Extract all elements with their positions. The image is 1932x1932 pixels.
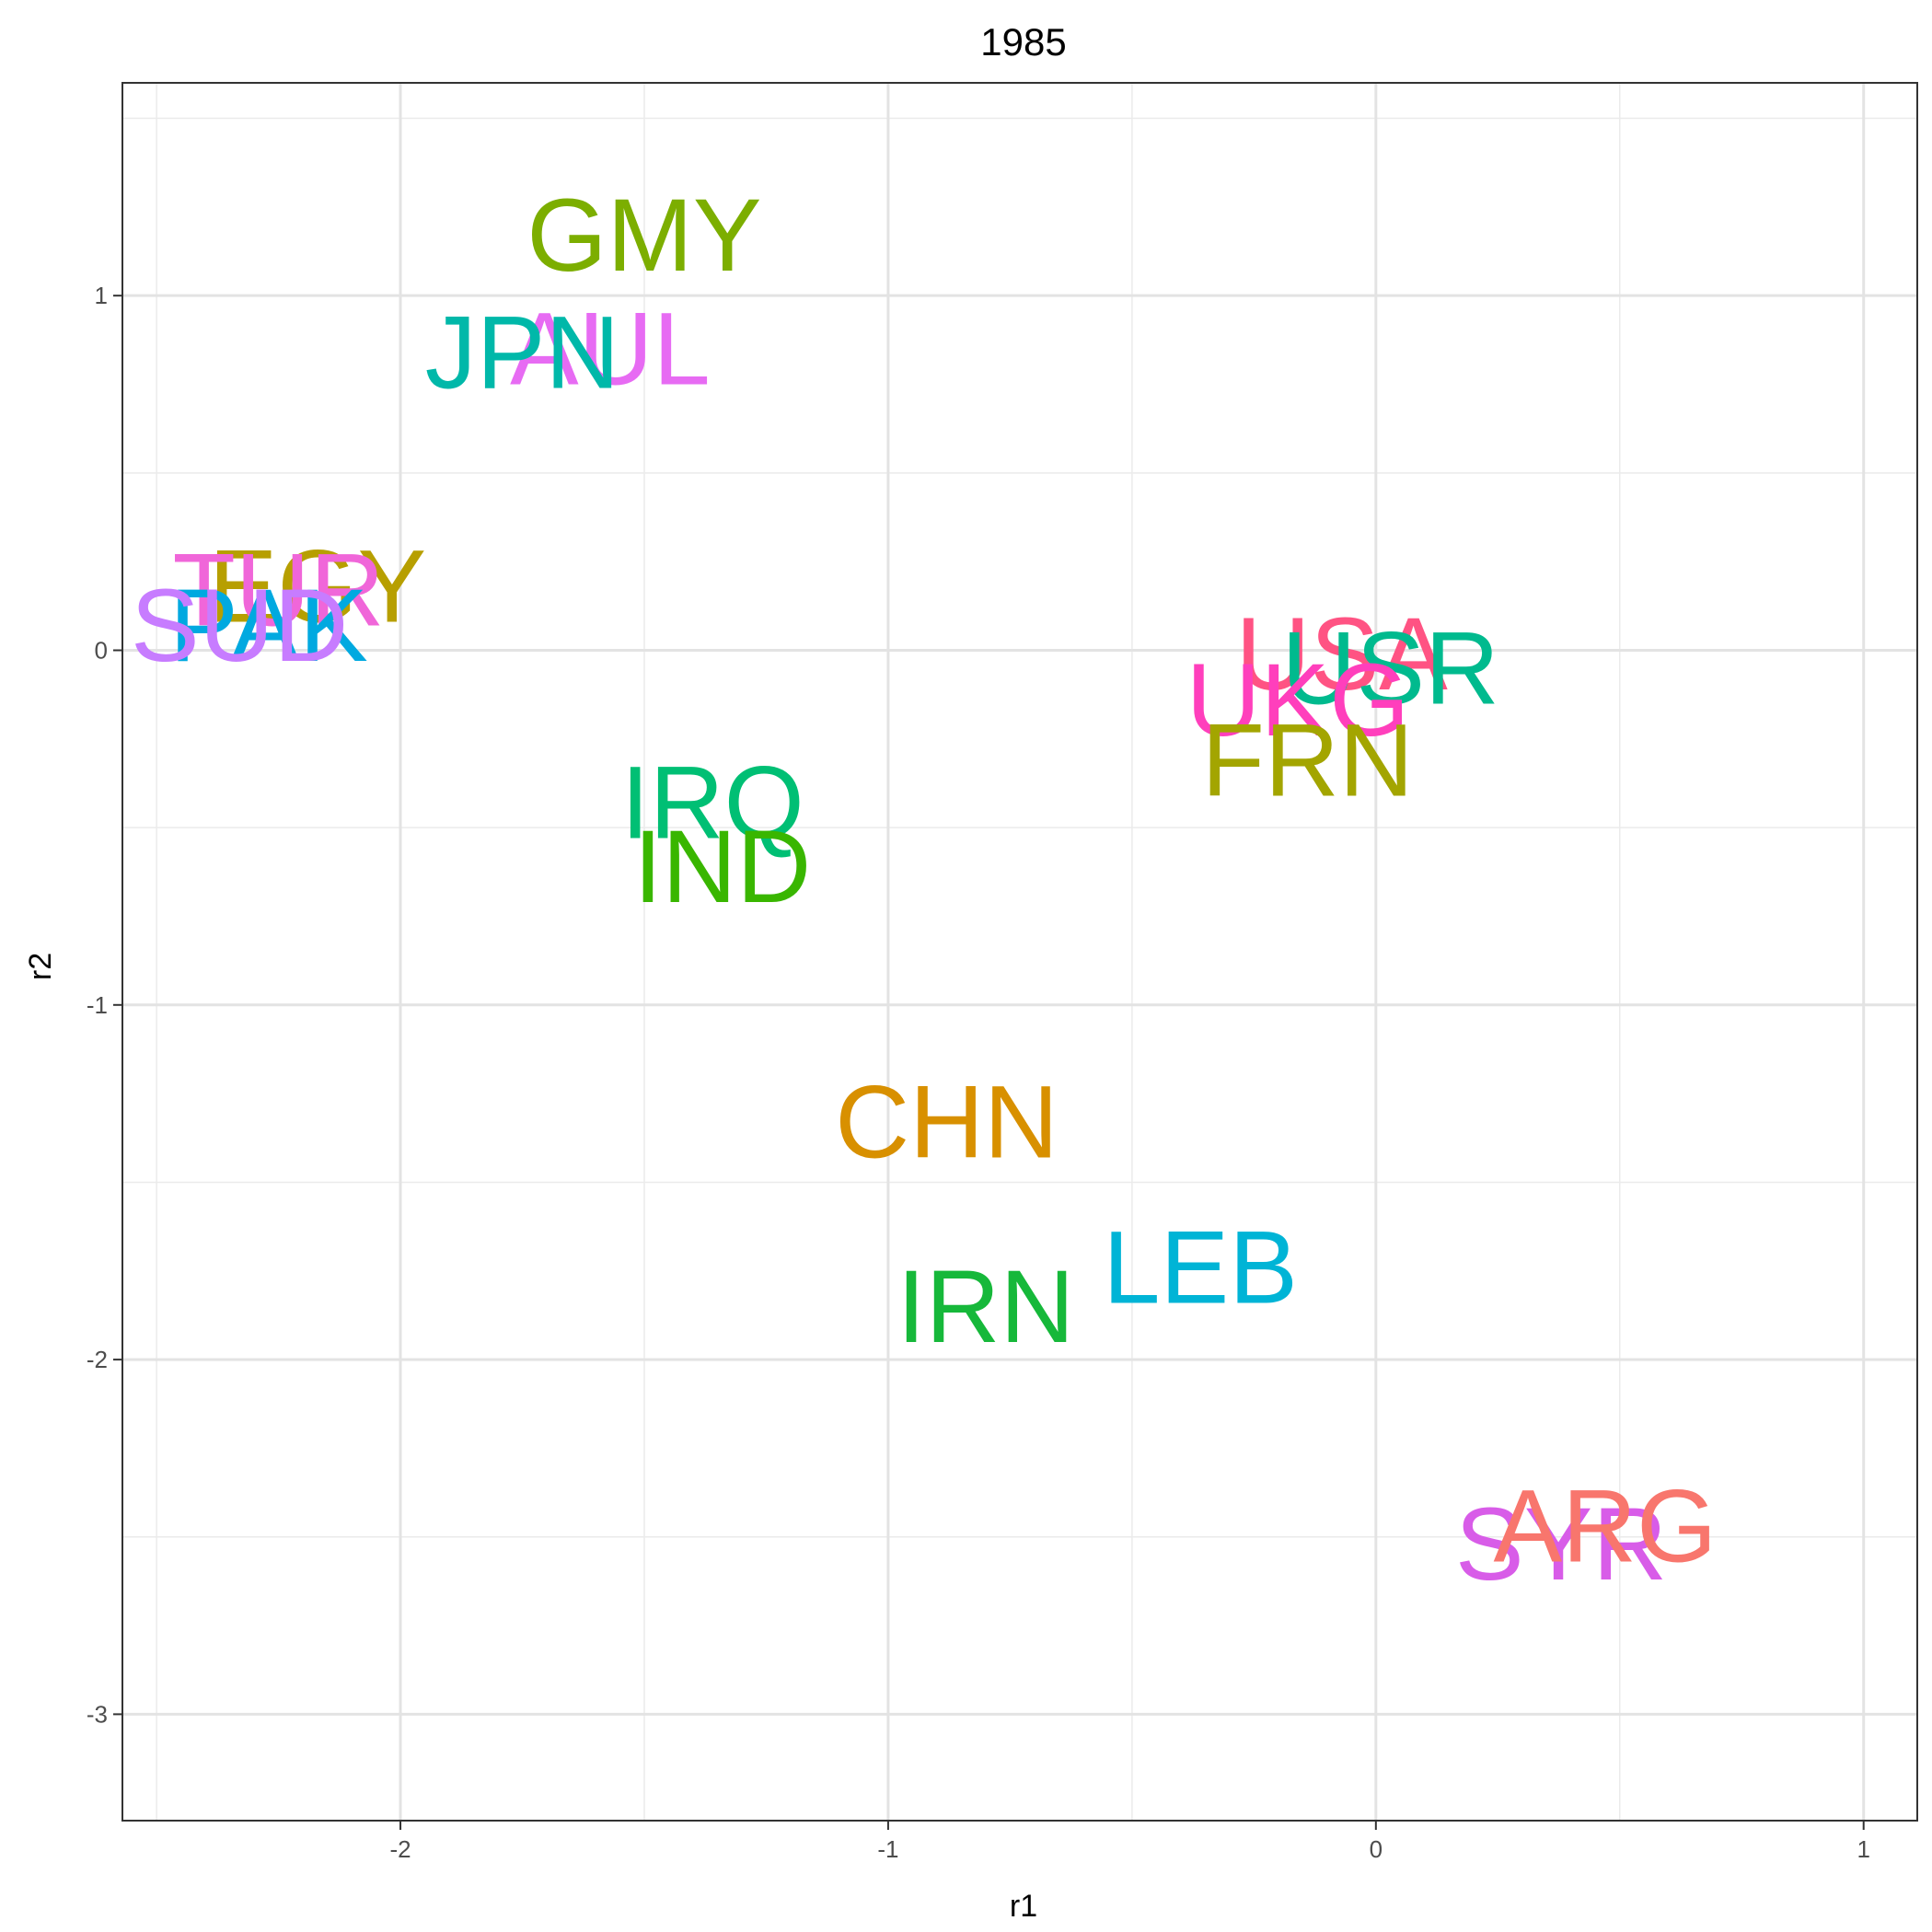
major-gridlines <box>122 83 1917 1821</box>
point-label-gmy: GMY <box>526 178 761 293</box>
y-axis-title: r2 <box>23 953 58 980</box>
point-label-frn: FRN <box>1202 702 1414 817</box>
point-label-aul: AUL <box>510 291 711 406</box>
y-tick-label: -1 <box>87 991 108 1019</box>
x-tick-label: -2 <box>389 1835 411 1863</box>
x-axis: -2 -1 0 1 <box>389 1821 1870 1863</box>
point-label-ind: IND <box>633 809 811 924</box>
y-tick-label: 1 <box>95 282 108 309</box>
x-axis-title: r1 <box>1010 1889 1037 1924</box>
plot-title: 1985 <box>980 20 1066 64</box>
x-tick-label: 1 <box>1857 1835 1869 1863</box>
y-tick-label: 0 <box>95 636 108 664</box>
point-label-pak: PAK <box>169 568 368 683</box>
x-tick-label: -1 <box>877 1835 898 1863</box>
point-label-usr: USR <box>1281 610 1498 725</box>
y-tick-label: -2 <box>87 1346 108 1373</box>
point-label-ukg: UKG <box>1186 642 1410 758</box>
point-label-syr: SYR <box>1455 1487 1667 1602</box>
minor-gridlines <box>122 83 1917 1821</box>
point-label-sud: SUD <box>131 568 348 683</box>
panel-border <box>121 82 1918 1822</box>
point-label-irq: IRQ <box>621 746 804 861</box>
point-label-leb: LEB <box>1103 1209 1298 1325</box>
point-label-chn: CHN <box>835 1064 1059 1179</box>
point-label-tur: TUR <box>172 532 384 647</box>
y-tick-label: -3 <box>87 1700 108 1728</box>
point-label-egy: EGY <box>209 529 427 644</box>
point-label-usa: USA <box>1236 596 1449 711</box>
point-label-irn: IRN <box>897 1249 1074 1364</box>
point-label-jpn: JPN <box>425 295 620 410</box>
x-tick-label: 0 <box>1370 1835 1382 1863</box>
y-axis: -3 -2 -1 0 1 <box>87 282 122 1728</box>
point-label-arg: ARG <box>1494 1469 1718 1584</box>
